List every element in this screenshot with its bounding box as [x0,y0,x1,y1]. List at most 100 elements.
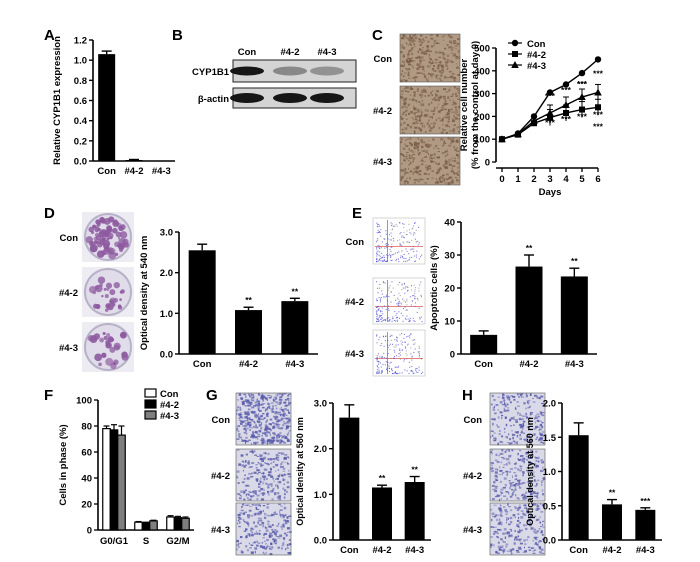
cell-speck [526,400,529,404]
cell-speck [426,79,429,82]
cell-speck [523,493,526,495]
cell-speck [503,527,507,531]
flow-event [403,260,405,262]
cell-speck [252,399,255,402]
cell-speck [457,38,460,40]
cell-speck [526,459,529,461]
cell-speck [423,103,425,107]
cell-speck [273,460,275,462]
cell-speck [265,462,269,464]
cell-speck [250,393,253,396]
flow-event [419,318,421,320]
cell-speck [500,520,502,523]
flow-event [387,289,389,291]
cell-speck [498,498,501,502]
cell-speck [449,36,453,39]
cell-speck [270,428,272,432]
cell-speck [439,61,442,64]
cell-speck [513,416,515,418]
cell-speck [490,464,493,466]
flow-event [420,256,422,258]
cell-speck [524,550,527,553]
cell-speck [252,451,254,454]
flow-event [411,300,413,302]
cell-speck [540,433,544,437]
cell-speck [405,151,409,153]
cell-speck [414,170,418,173]
flow-event [413,255,415,257]
cell-speck [431,117,433,119]
cell-speck [501,522,503,524]
flow-event [409,296,411,298]
cell-speck [407,104,409,106]
cell-speck [251,504,254,506]
flow-event [387,320,389,322]
cell-speck [240,495,243,497]
cell-speck [420,141,423,143]
cell-speck [422,39,425,42]
cell-speck [286,414,288,416]
flow-event [376,357,378,359]
flow-event [416,311,418,314]
image-row-label: #4-2 [373,106,392,117]
cell-speck [517,452,519,456]
cell-speck [254,492,258,495]
flow-event [386,367,388,369]
cell-speck [413,118,415,121]
cell-speck [414,99,418,102]
flow-event [414,305,416,307]
cell-speck [411,47,414,49]
cell-speck [406,98,408,101]
cell-speck [528,419,531,422]
cell-speck [503,398,505,401]
flow-event [411,256,413,258]
cell-speck [423,89,427,93]
cell-speck [539,397,541,400]
cell-speck [452,40,456,42]
cell-speck [533,528,536,531]
flow-event [378,309,380,311]
cell-speck [516,538,520,541]
cell-speck [416,67,419,70]
cell-speck [278,510,281,514]
cell-speck [243,477,246,481]
flow-event [389,253,391,255]
cell-speck [512,481,515,483]
flow-event [380,229,382,231]
cell-speck [262,494,265,496]
cell-speck [517,531,521,534]
cell-speck [534,515,537,518]
colony-dot [117,305,123,310]
cell-speck [433,97,436,100]
flow-event [400,255,402,257]
cell-speck [237,520,240,522]
cell-speck [246,427,249,430]
cell-speck [267,471,271,473]
cell-speck [535,450,538,453]
cell-speck [513,467,517,469]
cell-speck [455,95,458,98]
cell-speck [444,159,447,161]
cell-speck [253,425,255,428]
cell-speck [435,75,438,78]
cell-speck [417,149,420,152]
cell-speck [535,466,538,469]
flow-event [411,248,413,250]
cell-speck [520,424,523,427]
cell-speck [492,515,496,518]
cell-speck [401,113,404,116]
flow-event [398,302,400,304]
cell-speck [262,551,264,554]
cell-speck [243,428,246,431]
cell-speck [416,145,420,148]
cell-speck [286,532,289,534]
flow-event [409,320,411,322]
flow-event [381,371,383,373]
cell-speck [287,418,291,422]
cell-speck [407,104,410,107]
plate-image [82,322,134,372]
cell-speck [250,402,252,405]
cell-speck [536,396,540,400]
cell-speck [515,407,517,410]
cell-speck [534,485,537,487]
